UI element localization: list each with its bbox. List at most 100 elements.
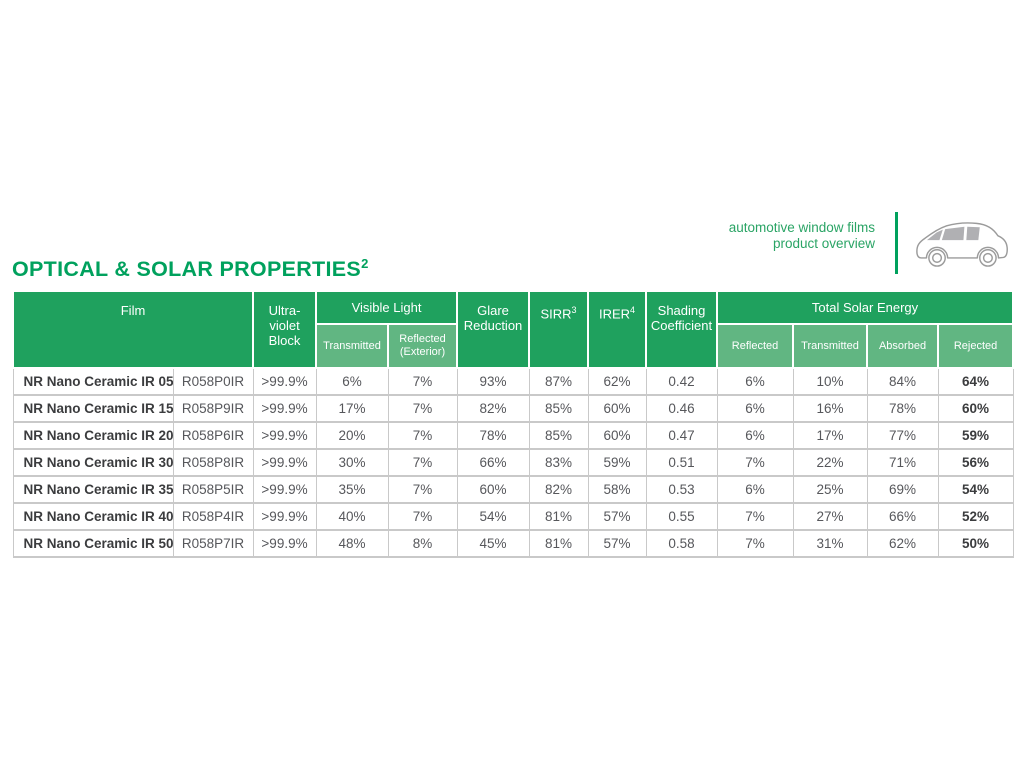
page-title-footnote-ref: 2 xyxy=(361,256,369,271)
cell-shading: 0.58 xyxy=(645,529,718,558)
cell-tse_absorbed: 78% xyxy=(866,394,939,423)
cell-tse_rejected: 59% xyxy=(937,421,1014,450)
header-irer-footnote-ref: 4 xyxy=(630,305,636,315)
cell-code: R058P9IR xyxy=(172,394,254,423)
table-header: Film Ultra-violet Block Visible Light Gl… xyxy=(11,290,1015,369)
cell-tse_absorbed: 69% xyxy=(866,475,939,504)
table-row: NR Nano Ceramic IR 20 R058P6IR >99.9% 20% 7%… xyxy=(12,421,1014,450)
header-sirr-label: SIRR xyxy=(540,306,572,322)
cell-glare: 45% xyxy=(456,529,530,558)
header-sirr-footnote-ref: 3 xyxy=(571,305,577,315)
page-title-text: OPTICAL & SOLAR PROPERTIES xyxy=(12,257,362,282)
cell-code: R058P7IR xyxy=(172,529,254,558)
header-total-solar-energy: Total Solar Energy xyxy=(716,290,1015,325)
cell-film: NR Nano Ceramic IR 40 xyxy=(12,502,174,531)
header-visible-light: Visible Light xyxy=(315,290,459,325)
cell-uv: >99.9% xyxy=(252,502,317,531)
table-row: NR Nano Ceramic IR 40 R058P4IR >99.9% 40% 7%… xyxy=(12,502,1014,531)
cell-film: NR Nano Ceramic IR 35 xyxy=(12,475,174,504)
cell-tse_rejected: 52% xyxy=(937,502,1014,531)
cell-vl_transmitted: 48% xyxy=(315,529,389,558)
car-icon xyxy=(916,222,1008,267)
header-tse-rejected: Rejected xyxy=(937,323,1015,369)
table-body: NR Nano Ceramic IR 05 R058P0IR >99.9% 6% 7% 9… xyxy=(12,367,1014,558)
header-tse-absorbed: Absorbed xyxy=(866,323,940,369)
table-row: NR Nano Ceramic IR 05 R058P0IR >99.9% 6% 7% 9… xyxy=(12,367,1014,396)
brand-divider xyxy=(895,212,898,274)
cell-uv: >99.9% xyxy=(252,529,317,558)
brand-line-1: automotive window films xyxy=(728,220,875,235)
cell-tse_reflected: 6% xyxy=(716,421,794,450)
cell-glare: 78% xyxy=(456,421,530,450)
cell-vl_transmitted: 20% xyxy=(315,421,389,450)
cell-code: R058P6IR xyxy=(172,421,254,450)
cell-tse_rejected: 60% xyxy=(937,394,1014,423)
cell-vl_reflected: 7% xyxy=(387,421,458,450)
cell-vl_reflected: 7% xyxy=(387,502,458,531)
cell-sirr: 85% xyxy=(528,421,589,450)
cell-tse_transmitted: 25% xyxy=(792,475,868,504)
cell-irer: 60% xyxy=(587,421,647,450)
cell-tse_rejected: 50% xyxy=(937,529,1014,558)
cell-vl_transmitted: 40% xyxy=(315,502,389,531)
header-tse-transmitted: Transmitted xyxy=(792,323,869,369)
cell-film: NR Nano Ceramic IR 20 xyxy=(12,421,174,450)
brand-block: automotive window films product overview xyxy=(729,212,1010,274)
cell-irer: 57% xyxy=(587,529,647,558)
header-irer: IRER4 xyxy=(587,290,648,369)
cell-tse_absorbed: 62% xyxy=(866,529,939,558)
cell-vl_reflected: 7% xyxy=(387,475,458,504)
cell-code: R058P8IR xyxy=(172,448,254,477)
cell-film: NR Nano Ceramic IR 05 xyxy=(12,367,174,396)
cell-film: NR Nano Ceramic IR 30 xyxy=(12,448,174,477)
cell-glare: 66% xyxy=(456,448,530,477)
cell-tse_rejected: 56% xyxy=(937,448,1014,477)
properties-table: Film Ultra-violet Block Visible Light Gl… xyxy=(11,290,1015,558)
cell-uv: >99.9% xyxy=(252,394,317,423)
cell-code: R058P4IR xyxy=(172,502,254,531)
cell-shading: 0.47 xyxy=(645,421,718,450)
cell-vl_reflected: 7% xyxy=(387,394,458,423)
table-row: NR Nano Ceramic IR 15 R058P9IR >99.9% 17% 7%… xyxy=(12,394,1014,423)
cell-tse_reflected: 7% xyxy=(716,448,794,477)
cell-tse_reflected: 6% xyxy=(716,367,794,396)
cell-tse_reflected: 6% xyxy=(716,394,794,423)
cell-tse_transmitted: 10% xyxy=(792,367,868,396)
cell-irer: 60% xyxy=(587,394,647,423)
cell-vl_transmitted: 6% xyxy=(315,367,389,396)
cell-sirr: 83% xyxy=(528,448,589,477)
cell-tse_reflected: 7% xyxy=(716,529,794,558)
cell-vl_transmitted: 17% xyxy=(315,394,389,423)
cell-shading: 0.55 xyxy=(645,502,718,531)
cell-sirr: 81% xyxy=(528,529,589,558)
cell-vl_reflected: 7% xyxy=(387,448,458,477)
cell-shading: 0.42 xyxy=(645,367,718,396)
cell-tse_reflected: 6% xyxy=(716,475,794,504)
cell-tse_transmitted: 17% xyxy=(792,421,868,450)
cell-sirr: 85% xyxy=(528,394,589,423)
cell-tse_reflected: 7% xyxy=(716,502,794,531)
header-film: Film xyxy=(11,290,255,369)
brand-text: automotive window films product overview xyxy=(729,220,875,252)
cell-tse_absorbed: 71% xyxy=(866,448,939,477)
header-shading-coefficient: Shading Coefficient xyxy=(645,290,719,369)
table-row: NR Nano Ceramic IR 35 R058P5IR >99.9% 35% 7%… xyxy=(12,475,1014,504)
cell-sirr: 82% xyxy=(528,475,589,504)
cell-tse_absorbed: 77% xyxy=(866,421,939,450)
cell-glare: 60% xyxy=(456,475,530,504)
cell-tse_absorbed: 84% xyxy=(866,367,939,396)
brand-line-2: product overview xyxy=(772,236,875,251)
header-tse-reflected: Reflected xyxy=(716,323,795,369)
cell-tse_absorbed: 66% xyxy=(866,502,939,531)
cell-film: NR Nano Ceramic IR 15 xyxy=(12,394,174,423)
cell-shading: 0.53 xyxy=(645,475,718,504)
header-vl-reflected-exterior: Reflected (Exterior) xyxy=(387,323,459,369)
cell-uv: >99.9% xyxy=(252,367,317,396)
cell-shading: 0.46 xyxy=(645,394,718,423)
header-irer-label: IRER xyxy=(598,306,631,322)
cell-vl_transmitted: 35% xyxy=(315,475,389,504)
cell-code: R058P5IR xyxy=(172,475,254,504)
table-row: NR Nano Ceramic IR 50 R058P7IR >99.9% 48% 8%… xyxy=(12,529,1014,558)
cell-code: R058P0IR xyxy=(172,367,254,396)
